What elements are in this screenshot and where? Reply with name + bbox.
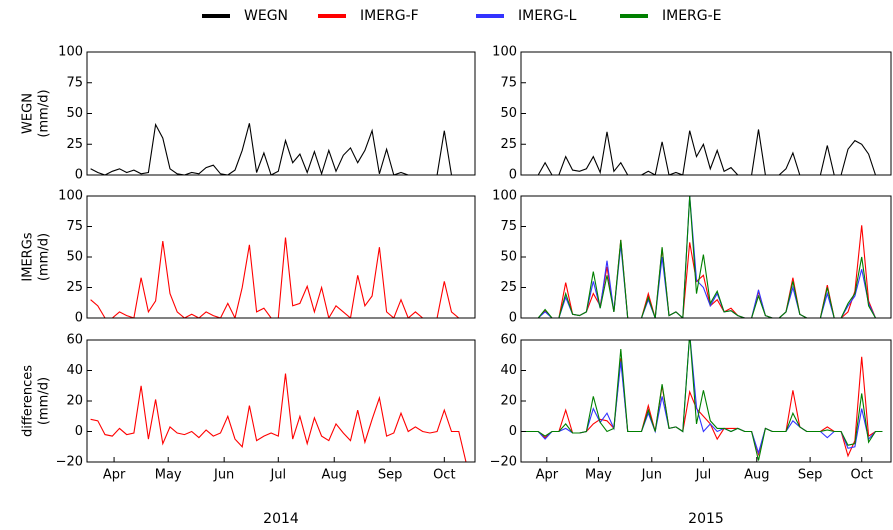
y-tick-label: 20 xyxy=(66,394,83,409)
y-tick-label: 0 xyxy=(509,424,517,439)
series-line xyxy=(90,237,466,318)
legend-label: WEGN xyxy=(244,8,288,24)
series-line xyxy=(524,340,883,455)
y-tick-label: 25 xyxy=(66,137,83,152)
y-tick-label: 25 xyxy=(500,280,517,295)
y-tick-label: 50 xyxy=(66,250,83,265)
x-tick-label: Jul xyxy=(695,468,712,483)
y-tick-label: 60 xyxy=(500,333,517,348)
x-tick-label: Aug xyxy=(322,468,347,483)
x-tick-label: Apr xyxy=(103,468,126,483)
series-line xyxy=(524,129,883,175)
x-tick-label: Jul xyxy=(269,468,286,483)
y-tick-label: 0 xyxy=(75,424,83,439)
x-tick-label: Sep xyxy=(378,468,403,483)
x-tick-label: Sep xyxy=(798,468,823,483)
y-tick-label: 100 xyxy=(492,45,517,60)
y-tick-label: 0 xyxy=(509,168,517,183)
series-line xyxy=(90,373,467,462)
x-axis-label: 2015 xyxy=(688,511,724,527)
x-axis-label: 2014 xyxy=(263,511,299,527)
y-tick-label: 100 xyxy=(492,189,517,204)
y-axis-label: (mm/d) xyxy=(37,233,52,281)
x-tick-label: Oct xyxy=(851,468,873,483)
series-line xyxy=(90,122,466,175)
y-tick-label: 100 xyxy=(58,189,83,204)
y-tick-label: 75 xyxy=(500,219,517,234)
y-tick-label: 100 xyxy=(58,45,83,60)
y-tick-label: 0 xyxy=(509,311,517,326)
legend-label: IMERG-L xyxy=(518,8,577,24)
x-tick-label: Aug xyxy=(744,468,769,483)
y-tick-label: 0 xyxy=(75,311,83,326)
y-tick-label: 75 xyxy=(500,75,517,90)
plot-frame xyxy=(86,195,476,319)
x-tick-label: Oct xyxy=(433,468,455,483)
y-tick-label: 20 xyxy=(500,394,517,409)
plot-frame xyxy=(86,51,476,176)
y-axis-label: (mm/d) xyxy=(37,89,52,137)
x-tick-label: May xyxy=(585,468,612,483)
y-tick-label: 75 xyxy=(66,219,83,234)
series-line xyxy=(524,225,883,318)
series-line xyxy=(524,356,883,458)
y-tick-label: 75 xyxy=(66,75,83,90)
y-tick-label: −20 xyxy=(56,455,83,470)
y-tick-label: 0 xyxy=(75,168,83,183)
plot-frame xyxy=(520,51,892,176)
legend-label: IMERG-F xyxy=(360,8,419,24)
y-axis-label: (mm/d) xyxy=(37,377,52,425)
y-tick-label: 40 xyxy=(500,363,517,378)
y-tick-label: 50 xyxy=(500,250,517,265)
y-axis-label: differences xyxy=(21,365,36,437)
y-tick-label: 50 xyxy=(500,106,517,121)
y-tick-label: 60 xyxy=(66,333,83,348)
series-line xyxy=(524,196,883,318)
y-axis-label: WEGN xyxy=(21,93,36,134)
plot-frame xyxy=(86,339,476,463)
y-tick-label: −20 xyxy=(490,455,517,470)
x-tick-label: Apr xyxy=(536,468,559,483)
y-axis-label: IMERGs xyxy=(21,232,36,281)
x-tick-label: May xyxy=(155,468,182,483)
y-tick-label: 25 xyxy=(500,137,517,152)
legend: WEGN IMERG-F IMERG-L IMERG-E xyxy=(202,8,722,24)
y-tick-label: 40 xyxy=(66,363,83,378)
series-line xyxy=(524,340,883,461)
y-tick-label: 50 xyxy=(66,106,83,121)
plot-frame xyxy=(520,195,892,319)
x-tick-label: Jun xyxy=(641,468,662,483)
legend-label: IMERG-E xyxy=(662,8,722,24)
y-tick-label: 25 xyxy=(66,280,83,295)
x-tick-label: Jun xyxy=(213,468,234,483)
